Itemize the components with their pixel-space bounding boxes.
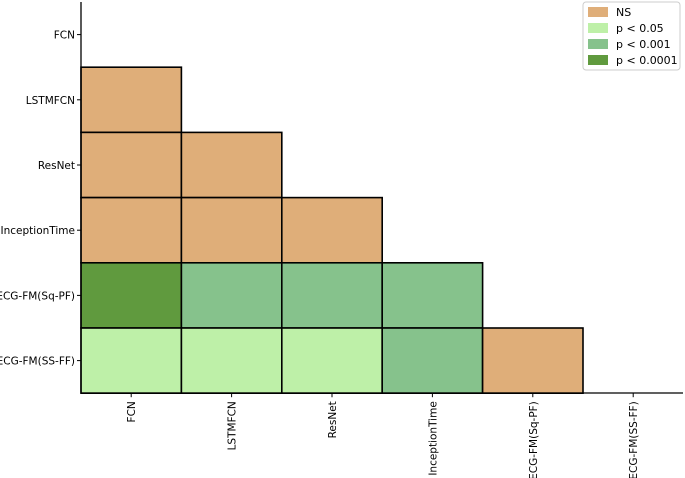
cell-ecg-fm-ss-ff-vs-fcn: [80, 327, 183, 394]
legend-swatch: [588, 39, 608, 49]
cell-ecg-fm-ss-ff-vs-ecg-fm-sq-pf: [481, 327, 584, 394]
x-tick-labels: FCN LSTMFCN ResNet InceptionTime ECG-FM(Sq-P…: [126, 393, 640, 478]
cell-inceptiontime-vs-resnet: [280, 196, 383, 264]
legend-label: p < 0.001: [616, 38, 671, 51]
cell-inceptiontime-vs-lstmfcn: [180, 196, 283, 264]
cell-inceptiontime-vs-fcn: [80, 196, 183, 264]
cell-resnet-vs-lstmfcn: [180, 131, 283, 199]
x-tick-label: ECG-FM(SS-FF): [628, 401, 640, 478]
y-tick-label: InceptionTime: [1, 225, 75, 237]
y-tick-label: FCN: [54, 30, 75, 42]
cell-resnet-vs-fcn: [80, 131, 183, 199]
x-tick-label: LSTMFCN: [227, 401, 239, 450]
y-tick-label: ECG-FM(Sq-PF): [0, 290, 75, 302]
y-tick-label: ECG-FM(SS-FF): [0, 356, 75, 368]
legend-swatch: [588, 55, 608, 65]
x-tick-label: FCN: [126, 401, 138, 422]
cell-ecg-fm-ss-ff-vs-inceptiontime: [381, 327, 484, 394]
cell-ecg-fm-ss-ff-vs-resnet: [280, 327, 383, 394]
heatmap-cells: [80, 66, 584, 394]
legend-swatch: [588, 7, 608, 17]
y-tick-label: LSTMFCN: [26, 95, 75, 107]
legend-label: NS: [616, 6, 631, 19]
cell-ecg-fm-sq-pf-vs-inceptiontime: [381, 261, 484, 329]
cell-ecg-fm-sq-pf-vs-fcn: [80, 261, 183, 329]
cell-ecg-fm-sq-pf-vs-resnet: [280, 261, 383, 329]
legend: NS p < 0.05 p < 0.001 p < 0.0001: [582, 1, 681, 71]
x-tick-label: ResNet: [327, 401, 339, 438]
x-tick-label: InceptionTime: [427, 401, 439, 475]
cell-ecg-fm-sq-pf-vs-lstmfcn: [180, 261, 283, 329]
x-tick-label: ECG-FM(Sq-PF): [528, 401, 540, 478]
y-tick-label: ResNet: [38, 160, 75, 172]
cell-ecg-fm-ss-ff-vs-lstmfcn: [180, 327, 283, 394]
legend-frame: [582, 1, 681, 71]
y-tick-labels: FCN LSTMFCN ResNet InceptionTime ECG-FM(Sq-P…: [0, 30, 81, 368]
legend-swatch: [588, 23, 608, 33]
legend-label: p < 0.0001: [616, 54, 678, 67]
cell-lstmfcn-vs-fcn: [80, 66, 183, 134]
legend-label: p < 0.05: [616, 22, 664, 35]
